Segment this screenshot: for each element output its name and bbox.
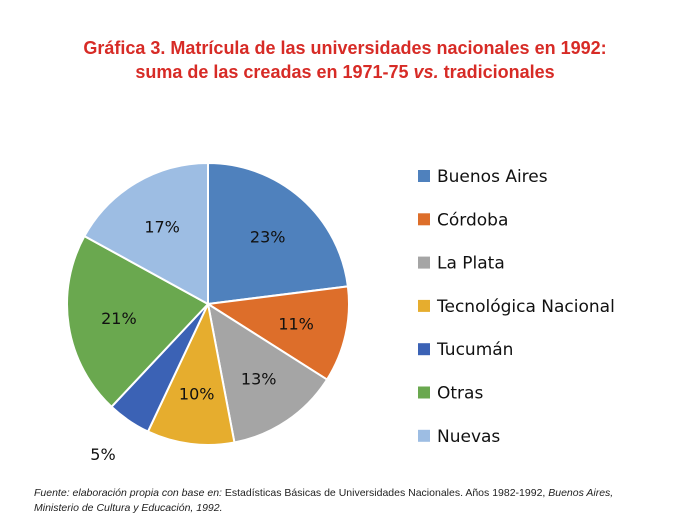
data-label-tecnologica-nacional: 10% bbox=[179, 385, 215, 404]
legend-label-buenos-aires: Buenos Aires bbox=[437, 167, 548, 187]
legend-label-cordoba: Córdoba bbox=[437, 210, 508, 230]
pie-labels: 23% 11% 13% 10% 5% 21% 17% bbox=[90, 217, 314, 463]
legend-swatch-la-plata bbox=[418, 256, 430, 269]
legend-swatch-tucuman bbox=[418, 343, 430, 356]
data-label-tucuman: 5% bbox=[90, 445, 115, 464]
legend-label-nuevas: Nuevas bbox=[437, 427, 500, 447]
legend-swatch-nuevas bbox=[418, 429, 430, 442]
legend: Buenos Aires Córdoba La Plata Tecnológica N… bbox=[418, 167, 615, 447]
chart-title-line-1: Gráfica 3. Matrícula de las universidade… bbox=[83, 38, 607, 58]
chart-title-line-2: suma de las creadas en 1971-75 vs. tradi… bbox=[0, 60, 690, 84]
legend-label-la-plata: La Plata bbox=[437, 254, 505, 274]
data-label-buenos-aires: 23% bbox=[250, 227, 286, 246]
chart-title-vs: vs. bbox=[413, 62, 439, 82]
pie-slices bbox=[66, 161, 350, 446]
legend-swatch-tecnologica-nacional bbox=[418, 299, 430, 312]
pie-slice-otras bbox=[66, 234, 210, 409]
data-label-cordoba: 11% bbox=[278, 315, 314, 334]
legend-label-tecnologica-nacional: Tecnológica Nacional bbox=[436, 297, 615, 317]
pie-slice-cordoba bbox=[205, 285, 350, 381]
legend-label-otras: Otras bbox=[437, 384, 483, 404]
legend-swatch-cordoba bbox=[418, 213, 430, 226]
source-tail: Buenos Aires, Ministerio de Cultura y Ed… bbox=[34, 487, 614, 514]
pie-chart: 23% 11% 13% 10% 5% 21% 17% Buenos Aires Córdoba… bbox=[66, 161, 615, 464]
pie-slice-buenos-aires bbox=[207, 161, 350, 306]
pie-slice-la-plata bbox=[206, 301, 329, 444]
data-label-otras: 21% bbox=[101, 309, 137, 328]
chart-title-line-2-end: tradicionales bbox=[438, 62, 555, 82]
pie-slice-nuevas bbox=[83, 161, 209, 306]
data-label-nuevas: 17% bbox=[144, 217, 180, 236]
data-label-la-plata: 13% bbox=[241, 370, 277, 389]
legend-label-tucuman: Tucumán bbox=[436, 340, 513, 360]
chart-title: Gráfica 3. Matrícula de las universidade… bbox=[0, 36, 690, 84]
source-note: Fuente: elaboración propia con base en: … bbox=[34, 486, 656, 516]
source-body: Estadísticas Básicas de Universidades Na… bbox=[221, 487, 549, 499]
legend-swatch-otras bbox=[418, 386, 430, 399]
pie-slice-tecnologica-nacional bbox=[146, 300, 236, 446]
legend-swatch-buenos-aires bbox=[418, 170, 430, 182]
source-lead: Fuente: elaboración propia con base en: bbox=[34, 487, 222, 499]
chart-title-line-2-start: suma de las creadas en 1971-75 bbox=[135, 62, 414, 82]
